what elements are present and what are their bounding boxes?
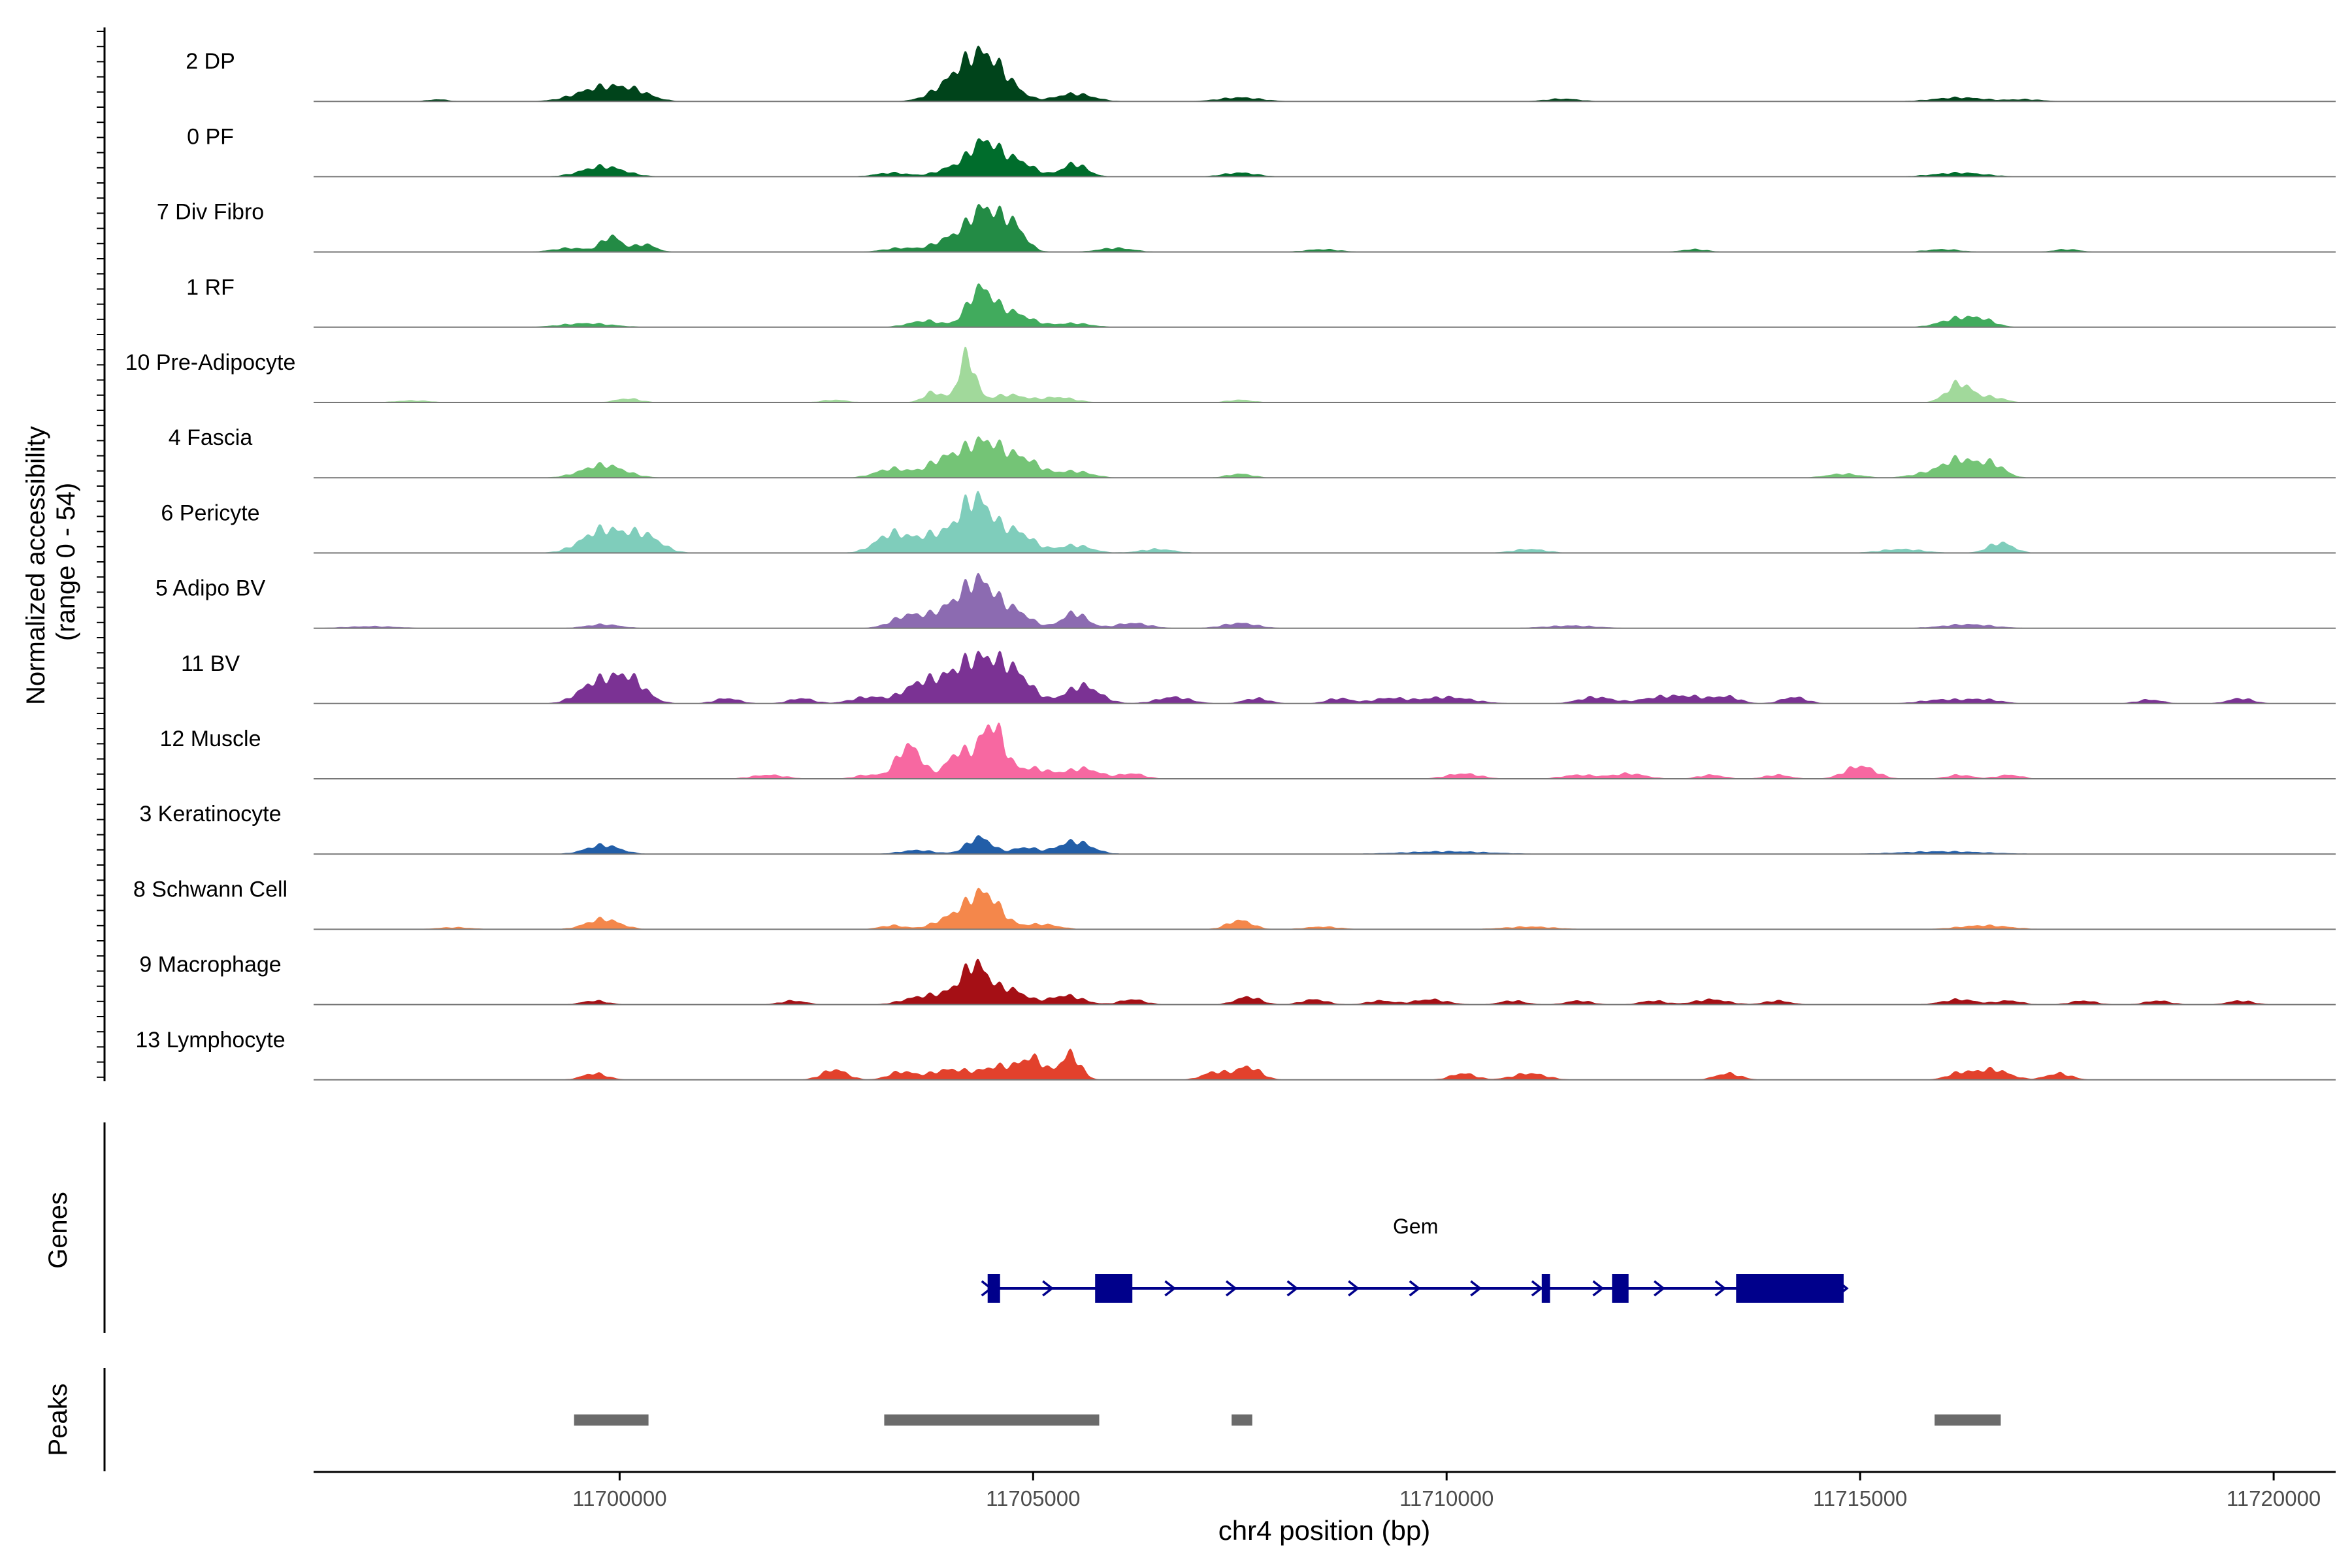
track-label: 0 PF xyxy=(187,124,234,149)
gene-strand-arrow xyxy=(1531,1280,1543,1297)
track-area xyxy=(314,203,2336,252)
track-label: 13 Lymphocyte xyxy=(135,1028,285,1053)
x-axis-label: chr4 position (bp) xyxy=(1218,1515,1431,1546)
track-area xyxy=(314,722,2336,779)
y-axis-label: Normalized accessibility (range 0 - 54) xyxy=(22,419,80,705)
track-area xyxy=(314,887,2336,930)
gene-strand-arrow xyxy=(1225,1280,1237,1297)
track-area xyxy=(314,491,2336,553)
gene-strand-arrow xyxy=(1654,1280,1665,1297)
gene-exon xyxy=(1612,1274,1629,1303)
gene-exon xyxy=(1541,1274,1550,1303)
track-3: 7 Div Fibro xyxy=(157,200,2336,253)
peak-region xyxy=(884,1414,1100,1426)
track-8: 5 Adipo BV xyxy=(155,572,2336,629)
track-label: 7 Div Fibro xyxy=(157,200,264,225)
gene-strand-arrow xyxy=(1714,1280,1727,1297)
gene-name-label: Gem xyxy=(1393,1215,1438,1238)
track-area xyxy=(314,835,2336,855)
gene-strand-arrow xyxy=(1592,1280,1605,1297)
track-area xyxy=(314,346,2336,403)
track-label: 9 Macrophage xyxy=(139,953,281,977)
x-tick-label: 11705000 xyxy=(986,1486,1080,1511)
track-label: 8 Schwann Cell xyxy=(133,877,287,902)
track-label: 4 Fascia xyxy=(169,425,253,450)
x-tick-label: 11710000 xyxy=(1399,1486,1494,1511)
track-label: 11 BV xyxy=(181,651,240,676)
track-area xyxy=(314,572,2336,629)
genes-panel-label: Genes xyxy=(44,1192,73,1269)
track-12: 8 Schwann Cell xyxy=(133,877,2336,930)
track-6: 4 Fascia xyxy=(169,425,2336,479)
x-tick-label: 11720000 xyxy=(2227,1486,2321,1511)
peaks-panel-label: Peaks xyxy=(44,1383,73,1456)
gene-strand-arrow xyxy=(1409,1280,1421,1297)
track-area xyxy=(314,436,2336,478)
track-label: 3 Keratinocyte xyxy=(139,802,281,826)
track-7: 6 Pericyte xyxy=(161,491,2336,554)
track-area xyxy=(314,138,2336,177)
x-axis: 11700000 11705000 11710000 11715000 11720000 xyxy=(314,1471,2336,1511)
gene-exon xyxy=(987,1274,1000,1303)
peak-region xyxy=(1232,1414,1252,1426)
track-10: 12 Muscle xyxy=(160,722,2336,779)
x-tick-label: 11700000 xyxy=(572,1486,666,1511)
track-area xyxy=(314,283,2336,328)
x-tick-label: 11715000 xyxy=(1813,1486,1907,1511)
genes-panel: Gem xyxy=(103,1122,1849,1333)
peak-region xyxy=(574,1414,649,1426)
gene-strand-arrow xyxy=(1348,1280,1360,1297)
track-area xyxy=(314,1048,2336,1081)
gene-strand-arrow xyxy=(1470,1280,1482,1297)
track-2: 0 PF xyxy=(187,124,2336,178)
track-4: 1 RF xyxy=(186,275,2336,328)
track-label: 1 RF xyxy=(186,275,235,300)
track-5: 10 Pre-Adipocyte xyxy=(125,346,2336,403)
track-label: 6 Pericyte xyxy=(161,500,259,525)
gene-strand-arrow xyxy=(1164,1280,1177,1297)
gene-exon xyxy=(1736,1274,1844,1303)
track-14: 13 Lymphocyte xyxy=(135,1028,2336,1081)
track-area xyxy=(314,958,2336,1005)
track-label: 12 Muscle xyxy=(160,727,261,751)
track-9: 11 BV xyxy=(181,650,2336,704)
track-label: 2 DP xyxy=(186,49,235,74)
track-label: 10 Pre-Adipocyte xyxy=(125,350,296,375)
gene-strand-arrow xyxy=(1042,1280,1054,1297)
track-13: 9 Macrophage xyxy=(139,953,2336,1005)
peak-region xyxy=(1935,1414,2001,1426)
gene-strand-arrow xyxy=(1286,1280,1299,1297)
track-label: 5 Adipo BV xyxy=(155,576,266,601)
track-area xyxy=(314,45,2336,102)
track-1: 2 DP xyxy=(186,45,2336,103)
peaks-panel xyxy=(103,1368,2001,1471)
track-area xyxy=(314,650,2336,704)
gene-exon xyxy=(1095,1274,1133,1303)
track-11: 3 Keratinocyte xyxy=(139,802,2336,855)
coverage-tracks: 2 DP 0 PF 7 Div Fibro 1 RF 10 Pre-Adipocyte 4… xyxy=(97,27,2336,1081)
